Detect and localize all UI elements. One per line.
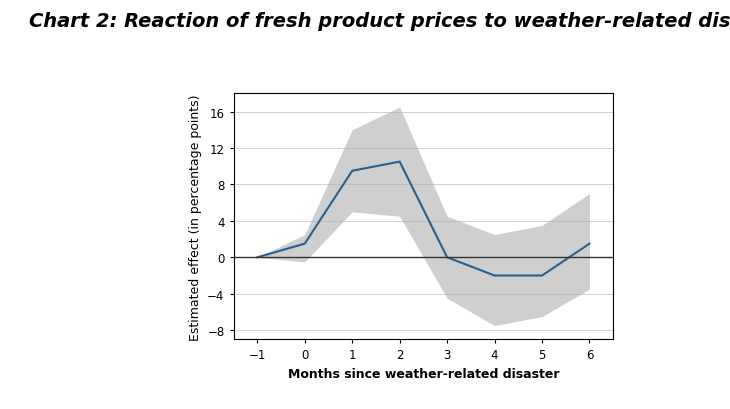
Text: Chart 2: Reaction of fresh product prices to weather-related disasters in the DR: Chart 2: Reaction of fresh product price… [29,12,730,31]
X-axis label: Months since weather-related disaster: Months since weather-related disaster [288,367,559,380]
Y-axis label: Estimated effect (in percentage points): Estimated effect (in percentage points) [188,94,201,340]
